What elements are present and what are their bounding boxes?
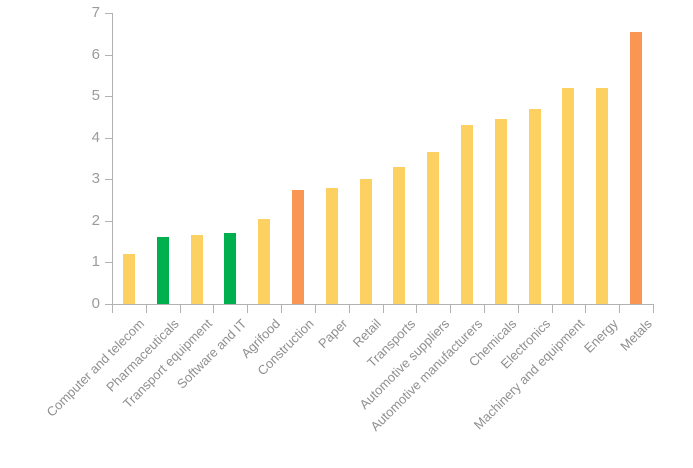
bar — [562, 88, 574, 304]
y-tick — [105, 55, 112, 56]
y-tick — [105, 221, 112, 222]
bar — [393, 167, 405, 304]
x-tick — [281, 305, 282, 313]
x-axis-line — [112, 304, 654, 305]
x-tick — [552, 305, 553, 313]
y-axis-line — [112, 13, 113, 304]
x-tick — [146, 305, 147, 313]
x-tick — [213, 305, 214, 313]
x-category-label: Metals — [617, 316, 655, 354]
y-tick-label: 6 — [91, 46, 100, 63]
bar — [461, 125, 473, 304]
x-tick — [383, 305, 384, 313]
x-tick — [349, 305, 350, 313]
y-tick — [105, 262, 112, 263]
y-tick-label: 1 — [91, 253, 100, 270]
x-tick — [315, 305, 316, 313]
bar — [191, 235, 203, 304]
bar — [495, 119, 507, 304]
x-tick — [585, 305, 586, 313]
y-tick-label: 5 — [91, 87, 100, 104]
x-category-label: Paper — [315, 316, 351, 352]
bar — [427, 152, 439, 304]
x-tick — [112, 305, 113, 313]
y-tick-label: 0 — [91, 295, 100, 312]
bar — [596, 88, 608, 304]
bar — [292, 190, 304, 304]
x-tick — [619, 305, 620, 313]
bar — [224, 233, 236, 304]
bar — [157, 237, 169, 304]
bar — [360, 179, 372, 304]
x-tick — [518, 305, 519, 313]
bar — [529, 109, 541, 304]
y-tick-label: 3 — [91, 170, 100, 187]
x-tick — [247, 305, 248, 313]
bar — [258, 219, 270, 304]
x-tick — [180, 305, 181, 313]
y-tick — [105, 304, 112, 305]
x-tick — [416, 305, 417, 313]
x-tick — [484, 305, 485, 313]
y-tick — [105, 96, 112, 97]
y-tick-label: 4 — [91, 129, 100, 146]
y-tick-label: 2 — [91, 212, 100, 229]
bar — [630, 32, 642, 304]
x-category-label: Energy — [581, 316, 621, 356]
x-tick — [450, 305, 451, 313]
y-tick — [105, 179, 112, 180]
y-tick — [105, 138, 112, 139]
y-tick — [105, 13, 112, 14]
x-tick — [653, 305, 654, 313]
y-tick-label: 7 — [91, 4, 100, 21]
bar — [326, 188, 338, 304]
bar — [123, 254, 135, 304]
